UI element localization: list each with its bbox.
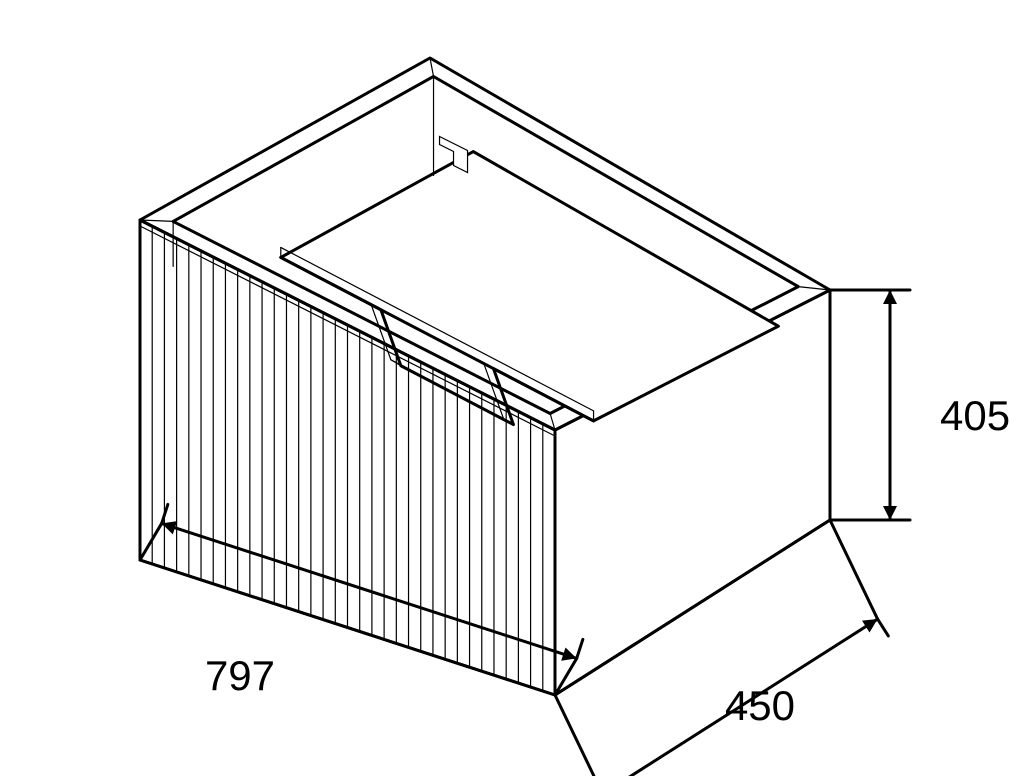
svg-text:450: 450	[725, 682, 795, 729]
svg-text:797: 797	[205, 652, 275, 699]
svg-text:405: 405	[940, 392, 1010, 439]
